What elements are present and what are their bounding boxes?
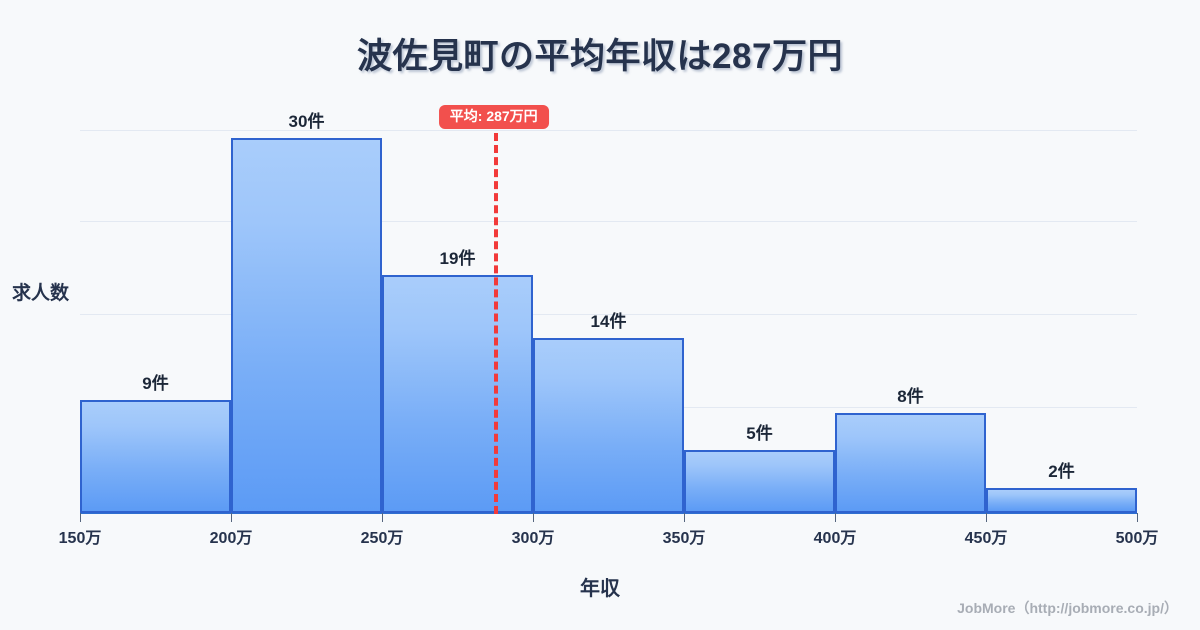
bar[interactable]: [533, 337, 684, 513]
bar-value-label: 8件: [897, 386, 924, 406]
gridline-2: [80, 314, 1137, 315]
x-tick-label: 350万: [662, 530, 706, 547]
watermark-label: JobMore（http://jobmore.co.jp/）: [957, 600, 1178, 616]
bar-value-label: 5件: [746, 424, 773, 444]
x-tick-label: 150万: [58, 530, 102, 547]
bar[interactable]: [684, 450, 835, 513]
gridline-0: [80, 130, 1137, 132]
x-axis-title: 年収: [580, 578, 620, 600]
x-tick-mark: [1137, 513, 1138, 522]
bar-value-label: 14件: [590, 311, 627, 331]
bar-value-label: 19件: [439, 249, 476, 269]
bar-value-label: 30件: [288, 111, 325, 131]
bar[interactable]: [382, 275, 533, 513]
bar-value-label: 9件: [142, 374, 169, 394]
x-tick-mark: [835, 513, 836, 522]
x-tick-mark: [80, 513, 81, 522]
average-badge: 平均: 287万円: [438, 105, 549, 130]
x-tick-label: 500万: [1115, 530, 1159, 547]
bar[interactable]: [231, 137, 382, 513]
bar[interactable]: [80, 400, 231, 513]
x-tick-label: 200万: [209, 530, 253, 547]
x-tick-label: 450万: [964, 530, 1008, 547]
x-tick-mark: [986, 513, 987, 522]
page-title: 波佐見町の平均年収は287万円: [357, 37, 843, 76]
x-tick-mark: [231, 513, 232, 522]
x-tick-label: 300万: [511, 530, 555, 547]
x-tick-mark: [533, 513, 534, 522]
x-axis-line: [80, 512, 1137, 514]
x-tick-label: 400万: [813, 530, 857, 547]
x-tick-mark: [684, 513, 685, 522]
bar-value-label: 2件: [1048, 461, 1075, 481]
bar[interactable]: [986, 487, 1137, 513]
average-line: [493, 133, 498, 514]
x-tick-mark: [382, 513, 383, 522]
x-tick-label: 250万: [360, 530, 404, 547]
y-axis-title: 求人数: [12, 283, 70, 304]
gridline-1: [80, 221, 1137, 223]
bar[interactable]: [835, 412, 986, 513]
